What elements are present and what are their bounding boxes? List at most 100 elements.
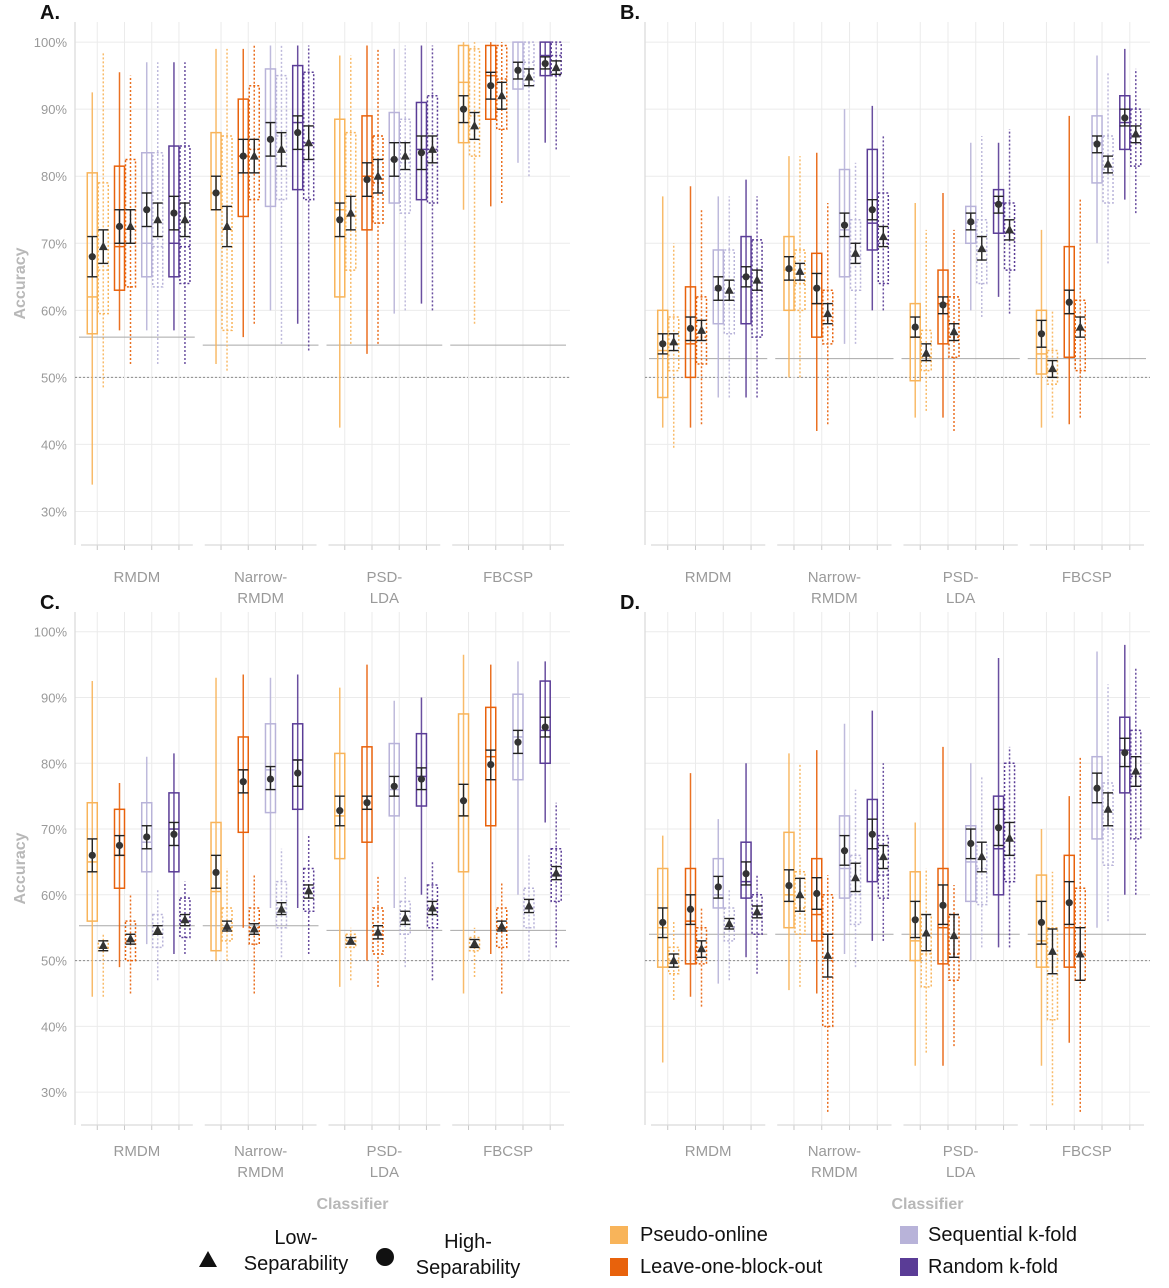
mean-marker-high — [813, 889, 821, 898]
classifier-group: PSD- LDA — [326, 612, 443, 1181]
box-high — [237, 98, 249, 218]
mean-marker-low — [470, 938, 480, 947]
box-high — [712, 857, 725, 909]
mean-marker-high — [714, 284, 722, 292]
classifier-group: RMDM — [79, 22, 195, 586]
classifier-label: FBCSP — [483, 1143, 533, 1160]
method-group — [264, 45, 288, 344]
classifier-label: RMDM — [811, 590, 858, 607]
mean-marker-low — [752, 906, 762, 916]
panel-label-d: D. — [620, 592, 640, 614]
box-high — [740, 841, 752, 899]
box-high — [264, 723, 277, 814]
mean-marker-high — [115, 222, 124, 231]
panel-label-b: B. — [620, 2, 640, 24]
mean-marker-low — [878, 851, 888, 861]
mean-marker-low — [851, 872, 861, 882]
mean-marker-high — [115, 841, 124, 850]
mean-marker-high — [170, 830, 178, 838]
classifier-group: FBCSP — [450, 612, 566, 1160]
y-tick-label: 100% — [34, 625, 68, 640]
mean-marker-low — [427, 144, 437, 153]
mean-marker-high — [840, 221, 849, 229]
y-tick-label: 100% — [34, 35, 68, 50]
classifier-label: PSD- — [366, 1143, 402, 1160]
mean-marker-low — [304, 885, 314, 895]
mean-marker-low — [400, 151, 410, 160]
method-group — [740, 179, 763, 398]
y-tick-label: 70% — [41, 822, 67, 837]
swatch-pseudo-online — [610, 1226, 628, 1244]
mean-marker-high — [742, 273, 750, 281]
classifier-label: RMDM — [811, 1164, 858, 1181]
mean-marker-low — [276, 144, 286, 153]
mean-marker-low — [373, 927, 383, 936]
method-group — [1119, 48, 1142, 214]
box-low — [849, 854, 862, 926]
box-high — [415, 101, 428, 201]
box-low — [723, 249, 736, 335]
mean-marker-high — [967, 218, 975, 226]
box-high — [388, 742, 400, 817]
mean-marker-high — [336, 216, 344, 224]
box-high — [684, 867, 697, 965]
classifier-group: PSD- LDA — [326, 22, 443, 607]
panel-label-a: A. — [40, 2, 60, 24]
box-high — [291, 723, 304, 811]
box-low — [275, 880, 288, 929]
box-high — [113, 808, 126, 889]
box-high — [811, 857, 823, 942]
mean-marker-low — [949, 930, 959, 940]
mean-marker-high — [1037, 918, 1046, 927]
mean-marker-low — [427, 902, 437, 912]
method-group — [783, 156, 806, 378]
box-low — [468, 48, 481, 157]
mean-marker-low — [400, 912, 410, 922]
method-group — [237, 45, 260, 338]
mean-marker-low — [126, 221, 135, 231]
classifier-group: Narrow- RMDM — [775, 22, 894, 607]
mean-marker-high — [686, 324, 695, 333]
mean-marker-high — [88, 851, 96, 859]
mean-marker-low — [1005, 224, 1015, 234]
mean-marker-low — [752, 275, 762, 284]
box-high — [113, 165, 126, 291]
mean-marker-high — [1093, 140, 1101, 148]
box-high — [1119, 716, 1131, 794]
mean-marker-high — [742, 870, 750, 878]
mean-marker-high — [785, 265, 793, 273]
box-low — [667, 946, 680, 975]
mean-marker-low — [1075, 322, 1085, 331]
box-high — [740, 235, 752, 325]
mean-marker-low — [551, 868, 561, 877]
method-group — [1063, 115, 1086, 425]
box-high — [811, 252, 823, 338]
box-high — [334, 752, 346, 860]
mean-marker-low — [153, 214, 163, 224]
box-low — [1003, 202, 1016, 271]
box-high — [838, 168, 851, 278]
method-group — [1035, 829, 1059, 1106]
classifier-label: LDA — [946, 1164, 975, 1181]
mean-marker-high — [239, 152, 247, 160]
method-group — [992, 658, 1016, 948]
method-group — [485, 42, 508, 207]
method-group — [415, 697, 439, 981]
method-group — [909, 203, 932, 418]
classifier-group: PSD- LDA — [901, 22, 1020, 607]
box-low — [302, 71, 315, 201]
classifier-group: RMDM — [649, 22, 768, 586]
box-low — [1074, 299, 1086, 372]
box-high — [457, 44, 470, 144]
mean-marker-low — [921, 927, 931, 937]
method-group — [140, 62, 164, 364]
method-group — [264, 677, 288, 958]
mean-marker-low — [1075, 949, 1085, 958]
box-high — [866, 798, 879, 883]
y-tick-label: 60% — [41, 888, 67, 903]
method-group — [113, 72, 137, 364]
mean-marker-high — [939, 901, 947, 909]
box-low — [496, 44, 508, 131]
box-low — [751, 239, 763, 338]
method-group — [388, 700, 411, 968]
